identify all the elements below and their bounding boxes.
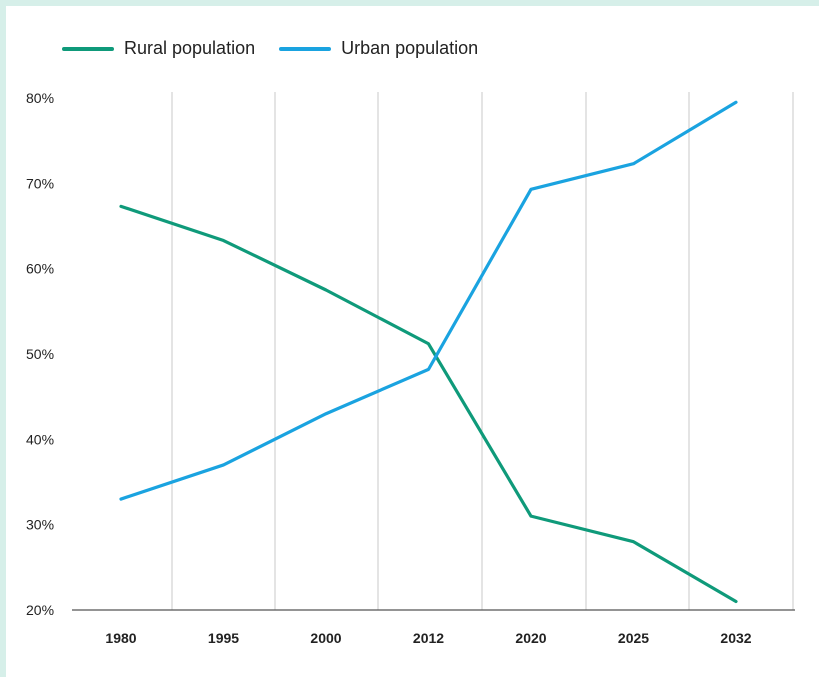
y-tick-label-50: 50% — [26, 346, 54, 362]
legend-label-urban: Urban population — [341, 38, 479, 58]
legend-swatch-rural — [62, 46, 114, 51]
y-tick-label-60: 60% — [26, 261, 54, 277]
x-tick-label-2025: 2025 — [618, 630, 649, 646]
x-tick-label-2020: 2020 — [515, 630, 546, 646]
y-tick-label-80: 80% — [26, 90, 54, 106]
x-tick-label-1995: 1995 — [208, 630, 239, 646]
y-tick-label-20: 20% — [26, 602, 54, 618]
legend-label-rural: Rural population — [124, 38, 256, 58]
x-tick-label-2000: 2000 — [310, 630, 341, 646]
series-line-rural — [119, 204, 738, 604]
y-tick-label-30: 30% — [26, 517, 54, 533]
y-tick-label-40: 40% — [26, 431, 54, 447]
legend-swatch-urban — [279, 46, 332, 51]
x-tick-label-2012: 2012 — [413, 630, 444, 646]
x-tick-label-2032: 2032 — [720, 630, 751, 646]
y-tick-label-70: 70% — [26, 175, 54, 191]
legend-item-rural: Rural population — [62, 38, 255, 59]
chart-card — [6, 6, 819, 677]
legend-item-urban: Urban population — [279, 38, 478, 59]
series-line-urban — [119, 100, 738, 501]
chart-legend: Rural population Urban population — [62, 38, 502, 59]
x-tick-label-1980: 1980 — [105, 630, 136, 646]
